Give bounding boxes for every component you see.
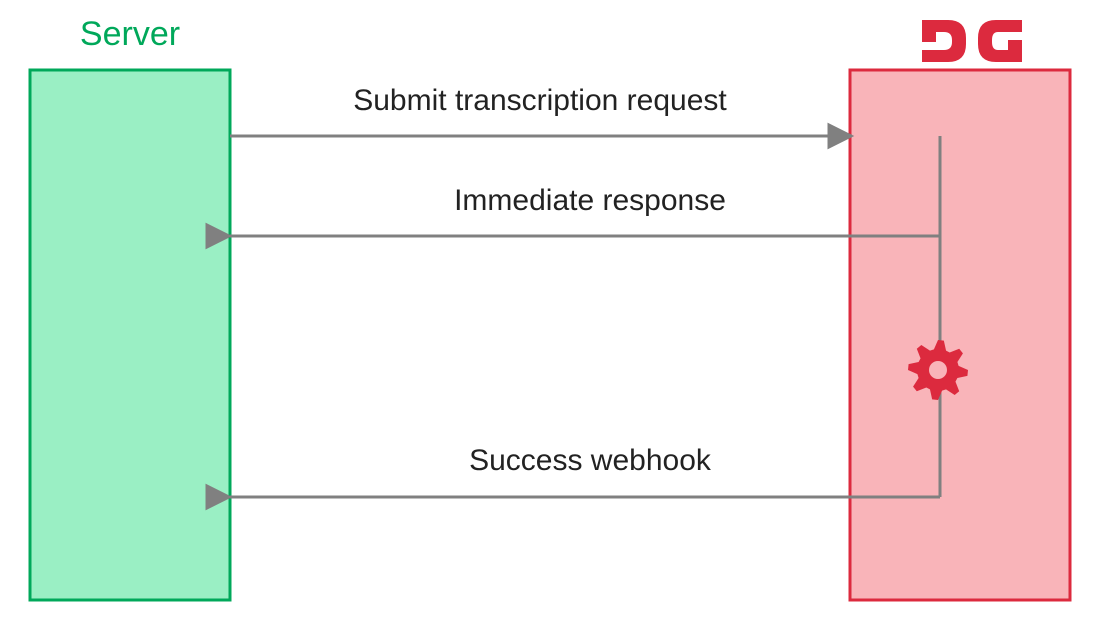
label-submit-request: Submit transcription request xyxy=(353,84,727,117)
gear-icon xyxy=(908,340,968,400)
server-lifeline xyxy=(30,70,230,600)
label-success-webhook: Success webhook xyxy=(469,444,712,477)
label-immediate-response: Immediate response xyxy=(454,184,726,217)
sequence-diagram: Server Submit transcription request Imme… xyxy=(0,0,1096,632)
dg-lifeline xyxy=(850,70,1070,600)
server-title: Server xyxy=(80,15,180,53)
dg-logo xyxy=(922,20,1022,62)
